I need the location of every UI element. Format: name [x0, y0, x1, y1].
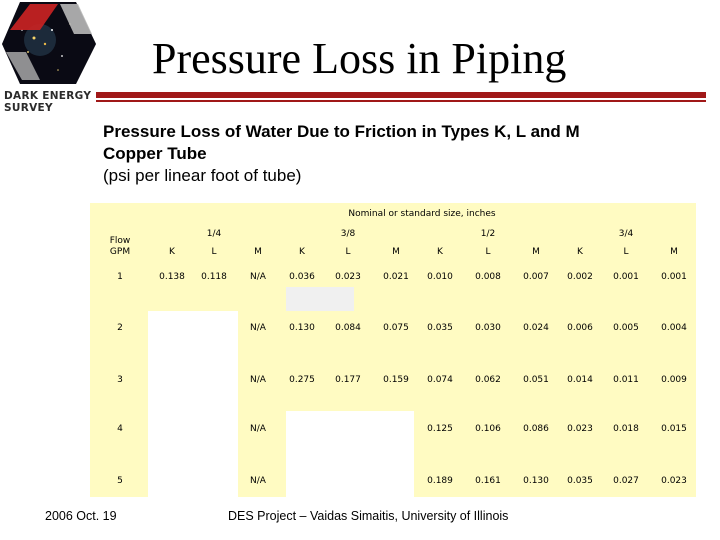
title-rule-thin [96, 100, 706, 102]
logo-wordmark: DARK ENERGY SURVEY [4, 90, 91, 114]
value-cell-r0-c9: 0.002 [567, 272, 593, 282]
flow-header-line-2: GPM [109, 247, 131, 257]
size-header-2: 1/2 [480, 229, 496, 239]
value-cell-r0-c11: 0.001 [661, 272, 687, 282]
value-cell-r0-c8: 0.007 [523, 272, 549, 282]
empty-region-quarter [148, 311, 238, 497]
value-cell-r4-c10: 0.027 [613, 476, 639, 486]
value-cell-r2-c5: 0.159 [383, 375, 409, 385]
value-cell-r4-c6: 0.189 [427, 476, 453, 486]
type-header-5: M [392, 247, 400, 257]
slide-title: Pressure Loss in Piping [152, 34, 567, 83]
value-cell-r0-c4: 0.023 [335, 272, 361, 282]
value-cell-r0-c1: 0.118 [201, 272, 227, 282]
size-header-3: 3/4 [618, 229, 634, 239]
value-cell-r2-c10: 0.011 [613, 375, 639, 385]
logo-line-1: DARK ENERGY [4, 90, 92, 102]
type-header-4: L [345, 247, 351, 257]
value-cell-r3-c6: 0.125 [427, 424, 453, 434]
type-header-11: M [670, 247, 678, 257]
caption-line-3: (psi per linear foot of tube) [103, 166, 302, 185]
type-header-9: K [577, 247, 583, 257]
group-header: Nominal or standard size, inches [348, 209, 496, 219]
des-logo [0, 0, 98, 86]
value-cell-r2-c7: 0.062 [475, 375, 501, 385]
value-cell-r2-c3: 0.275 [289, 375, 315, 385]
flow-cell-3: 4 [117, 424, 123, 434]
type-header-8: M [532, 247, 540, 257]
value-cell-r0-c6: 0.010 [427, 272, 453, 282]
value-cell-r3-c2: N/A [250, 424, 266, 434]
value-cell-r3-c11: 0.015 [661, 424, 687, 434]
caption-line-2: Copper Tube [103, 144, 207, 163]
title-rule [96, 92, 706, 98]
value-cell-r3-c7: 0.106 [475, 424, 501, 434]
size-header-0: 1/4 [206, 229, 222, 239]
pressure-loss-table [90, 203, 696, 497]
value-cell-r0-c10: 0.001 [613, 272, 639, 282]
value-cell-r3-c10: 0.018 [613, 424, 639, 434]
value-cell-r0-c0: 0.138 [159, 272, 185, 282]
type-header-7: L [485, 247, 491, 257]
type-header-1: L [211, 247, 217, 257]
flow-cell-0: 1 [117, 272, 123, 282]
value-cell-r2-c6: 0.074 [427, 375, 453, 385]
value-cell-r0-c2: N/A [250, 272, 266, 282]
value-cell-r3-c8: 0.086 [523, 424, 549, 434]
type-header-6: K [437, 247, 443, 257]
value-cell-r1-c7: 0.030 [475, 323, 501, 333]
type-header-10: L [623, 247, 629, 257]
type-header-0: K [169, 247, 175, 257]
value-cell-r3-c9: 0.023 [567, 424, 593, 434]
value-cell-r4-c7: 0.161 [475, 476, 501, 486]
value-cell-r4-c11: 0.023 [661, 476, 687, 486]
table-caption: Pressure Loss of Water Due to Friction i… [103, 121, 580, 187]
footer-credit: DES Project – Vaidas Simaitis, Universit… [228, 509, 509, 523]
value-cell-r4-c2: N/A [250, 476, 266, 486]
value-cell-r1-c10: 0.005 [613, 323, 639, 333]
flow-header-line-1: Flow [109, 236, 131, 246]
flow-cell-1: 2 [117, 323, 123, 333]
flow-cell-4: 5 [117, 476, 123, 486]
value-cell-r2-c4: 0.177 [335, 375, 361, 385]
caption-line-1: Pressure Loss of Water Due to Friction i… [103, 122, 580, 141]
value-cell-r1-c9: 0.006 [567, 323, 593, 333]
value-cell-r1-c11: 0.004 [661, 323, 687, 333]
value-cell-r1-c8: 0.024 [523, 323, 549, 333]
value-cell-r2-c2: N/A [250, 375, 266, 385]
value-cell-r0-c5: 0.021 [383, 272, 409, 282]
empty-gap-cell [286, 287, 354, 311]
empty-region-three-eighths [286, 411, 414, 497]
footer-date: 2006 Oct. 19 [45, 509, 117, 523]
value-cell-r0-c3: 0.036 [289, 272, 315, 282]
value-cell-r0-c7: 0.008 [475, 272, 501, 282]
flow-cell-2: 3 [117, 375, 123, 385]
type-header-2: M [254, 247, 262, 257]
value-cell-r2-c11: 0.009 [661, 375, 687, 385]
value-cell-r1-c5: 0.075 [383, 323, 409, 333]
value-cell-r2-c8: 0.051 [523, 375, 549, 385]
logo-line-2: SURVEY [4, 102, 53, 114]
value-cell-r4-c8: 0.130 [523, 476, 549, 486]
value-cell-r1-c2: N/A [250, 323, 266, 333]
size-header-1: 3/8 [340, 229, 356, 239]
value-cell-r1-c4: 0.084 [335, 323, 361, 333]
value-cell-r2-c9: 0.014 [567, 375, 593, 385]
des-logo-icon [2, 2, 96, 84]
value-cell-r1-c6: 0.035 [427, 323, 453, 333]
value-cell-r4-c9: 0.035 [567, 476, 593, 486]
value-cell-r1-c3: 0.130 [289, 323, 315, 333]
type-header-3: K [299, 247, 305, 257]
